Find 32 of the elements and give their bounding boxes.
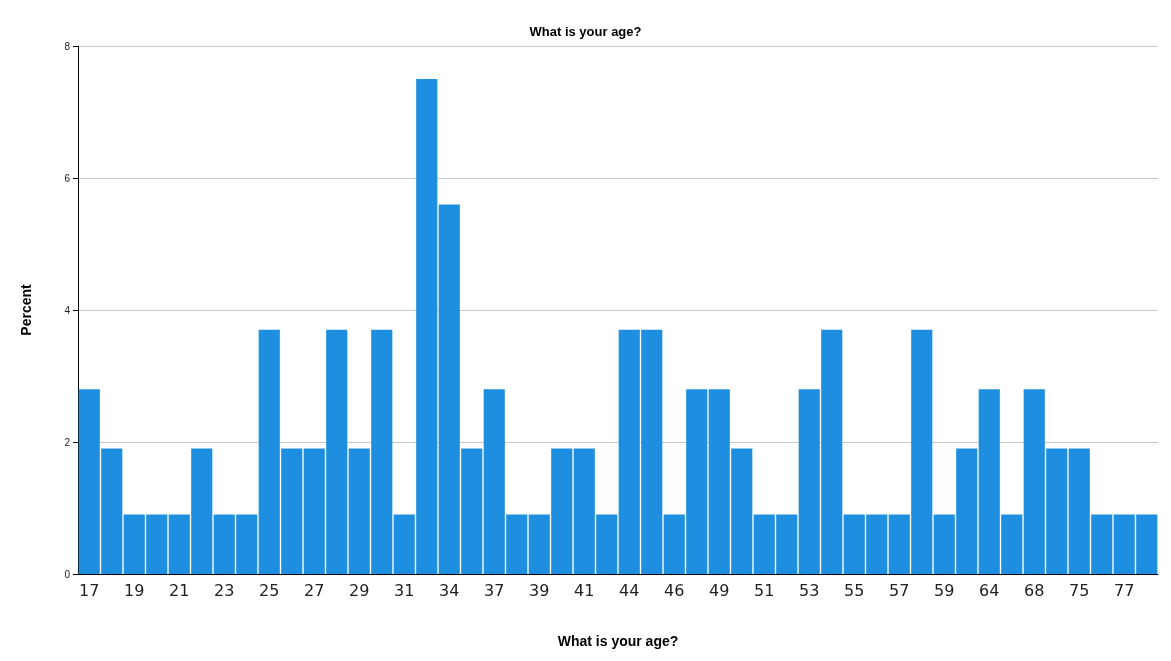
chart-title: What is your age? — [529, 24, 642, 39]
y-tick-label: 2 — [64, 436, 71, 448]
x-tick-label: 23 — [214, 580, 235, 600]
x-tick-label: 55 — [844, 580, 865, 600]
x-tick-label: 53 — [799, 580, 820, 600]
y-tick-label: 8 — [64, 40, 71, 52]
x-tick-label: 44 — [619, 580, 640, 600]
x-tick-label: 39 — [529, 580, 550, 600]
x-tick-label: 19 — [124, 580, 145, 600]
y-axis-title: Percent — [18, 283, 34, 336]
x-tick-label: 25 — [259, 580, 280, 600]
x-axis-title: What is your age? — [557, 633, 679, 649]
x-tick-label: 41 — [574, 580, 595, 600]
x-tick-label: 59 — [934, 580, 955, 600]
x-tick-label: 31 — [394, 580, 415, 600]
y-tick-label: 6 — [64, 172, 71, 184]
x-tick-label: 34 — [439, 580, 460, 600]
x-tick-label: 49 — [709, 580, 730, 600]
x-tick-label: 68 — [1024, 580, 1045, 600]
x-tick-label: 27 — [304, 580, 325, 600]
x-tick-label: 64 — [979, 580, 1000, 600]
x-tick-label: 75 — [1069, 580, 1090, 600]
x-tick-label: 51 — [754, 580, 775, 600]
y-tick-label: 4 — [64, 304, 71, 316]
x-tick-label: 57 — [889, 580, 910, 600]
y-tick-label: 0 — [64, 568, 71, 580]
x-tick-label: 37 — [484, 580, 505, 600]
x-tick-label: 17 — [79, 580, 100, 600]
x-tick-label: 29 — [349, 580, 370, 600]
x-tick-label: 77 — [1114, 580, 1135, 600]
x-tick-label: 46 — [664, 580, 685, 600]
x-tick-label: 21 — [169, 580, 190, 600]
